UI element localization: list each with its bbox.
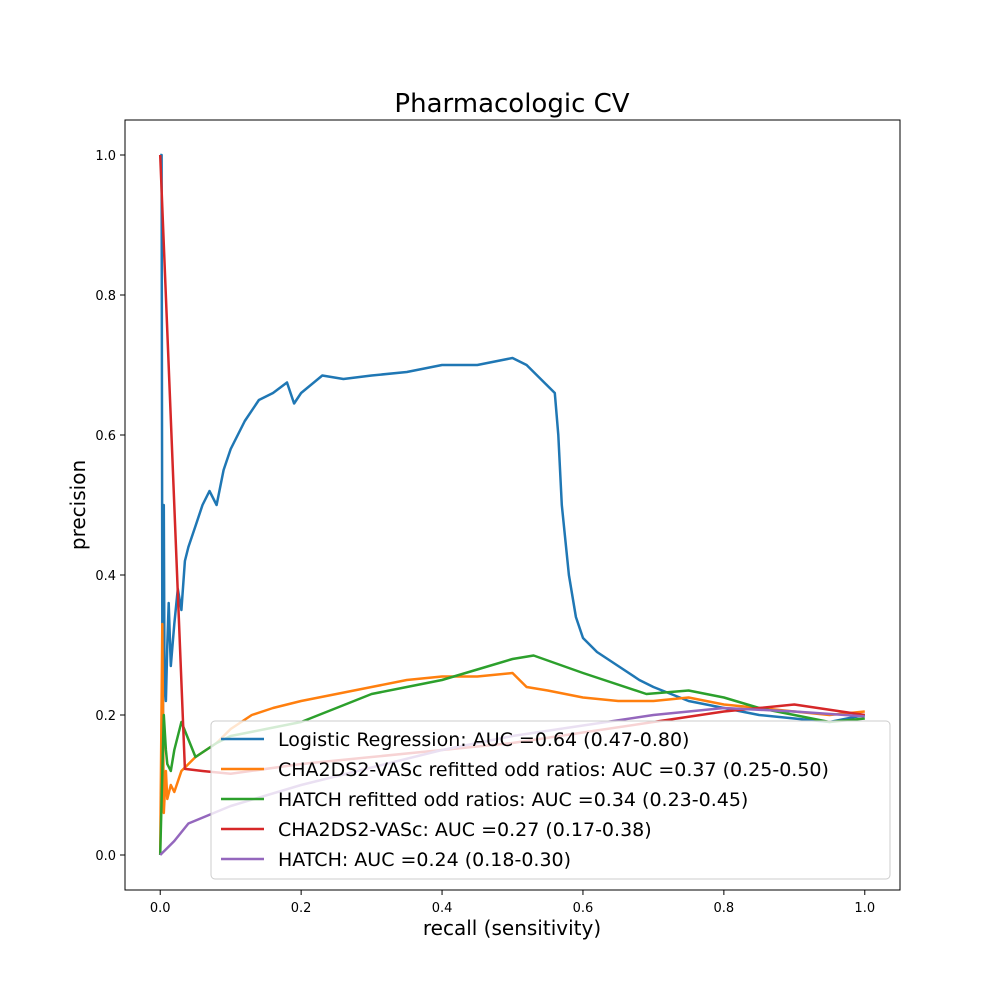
- x-tick-label: 0.4: [432, 901, 453, 916]
- x-tick-label: 1.0: [854, 901, 875, 916]
- legend-label-4: HATCH: AUC =0.24 (0.18-0.30): [278, 849, 571, 871]
- x-axis-label: recall (sensitivity): [423, 916, 601, 940]
- x-tick-label: 0.0: [150, 901, 171, 916]
- y-tick-label: 0.0: [95, 849, 116, 864]
- y-tick-label: 0.8: [95, 289, 116, 304]
- x-tick-label: 0.8: [714, 901, 735, 916]
- plot-frame: [124, 119, 901, 891]
- y-tick-label: 0.4: [95, 569, 116, 584]
- y-tick-label: 0.2: [95, 709, 116, 724]
- legend: Logistic Regression: AUC =0.64 (0.47-0.8…: [210, 720, 891, 880]
- ticks-layer: 0.0 0.2 0.4 0.6 0.8 1.0 0.0 0.2 0.4 0.6 0.8 1.0: [95, 149, 875, 916]
- legend-label-3: CHA2DS2-VASc: AUC =0.27 (0.17-0.38): [278, 819, 652, 841]
- legend-box: [210, 720, 891, 880]
- series-line-0: [160, 153, 866, 724]
- x-tick-label: 0.2: [291, 901, 312, 916]
- y-tick-label: 1.0: [95, 149, 116, 164]
- series-line-1: [158, 622, 865, 856]
- legend-label-1: CHA2DS2-VASc refitted odd ratios: AUC =0…: [278, 759, 829, 781]
- y-axis-label: precision: [66, 460, 90, 550]
- chart-title: Pharmacologic CV: [394, 89, 629, 119]
- x-tick-label: 0.6: [573, 901, 594, 916]
- series-line-2: [158, 654, 865, 856]
- legend-items: Logistic Regression: AUC =0.64 (0.47-0.8…: [221, 729, 829, 871]
- y-tick-label: 0.6: [95, 429, 116, 444]
- series-line-3: [158, 154, 865, 776]
- legend-label-2: HATCH refitted odd ratios: AUC =0.34 (0.…: [278, 789, 748, 811]
- legend-label-0: Logistic Regression: AUC =0.64 (0.47-0.8…: [278, 729, 689, 751]
